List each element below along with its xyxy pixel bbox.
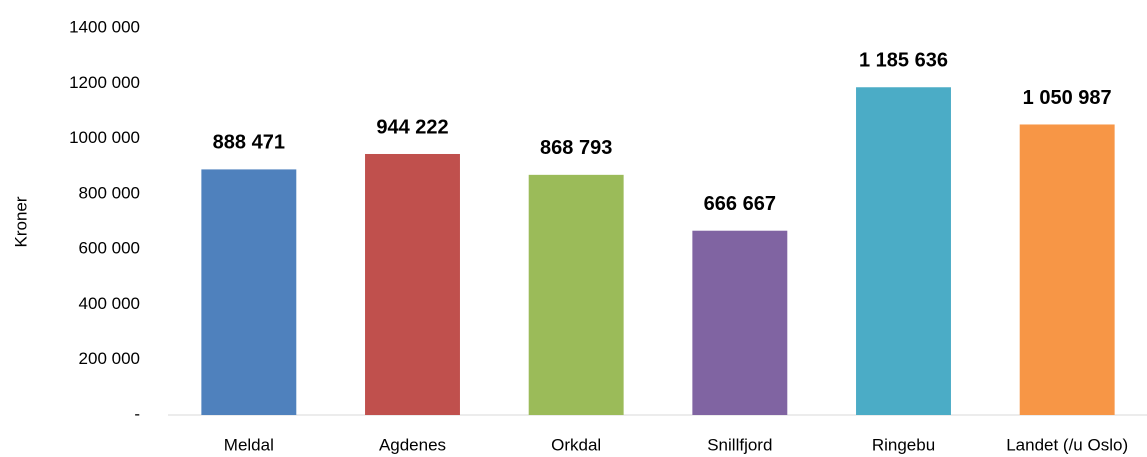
- y-tick-label: 1000 000: [69, 128, 140, 147]
- value-label: 1 050 987: [1023, 87, 1112, 109]
- bar: [692, 230, 788, 415]
- bar: [365, 153, 460, 416]
- value-label: 666 667: [704, 193, 776, 215]
- y-tick-label: 200 000: [79, 349, 140, 368]
- value-label: 944 222: [376, 116, 448, 138]
- value-label: 868 793: [540, 137, 612, 159]
- x-tick-label: Snillfjord: [707, 435, 772, 454]
- y-axis-title: Kroner: [11, 196, 30, 247]
- x-tick-label: Orkdal: [551, 435, 601, 454]
- y-tick-label: 600 000: [79, 239, 140, 258]
- bar: [201, 169, 297, 415]
- x-tick-label: Meldal: [224, 435, 274, 454]
- x-tick-label: Landet (/u Oslo): [1006, 435, 1128, 454]
- y-tick-label: 1200 000: [69, 73, 140, 92]
- bar: [1019, 124, 1115, 415]
- bar: [856, 87, 951, 415]
- y-tick-label: -: [134, 404, 140, 423]
- value-label: 888 471: [213, 132, 285, 154]
- y-tick-label: 1400 000: [69, 17, 140, 36]
- value-label: 1 185 636: [859, 50, 948, 72]
- x-tick-label: Agdenes: [379, 435, 446, 454]
- x-tick-label: Ringebu: [872, 435, 935, 454]
- y-tick-label: 400 000: [79, 294, 140, 313]
- y-tick-label: 800 000: [79, 183, 140, 202]
- bar: [528, 174, 624, 415]
